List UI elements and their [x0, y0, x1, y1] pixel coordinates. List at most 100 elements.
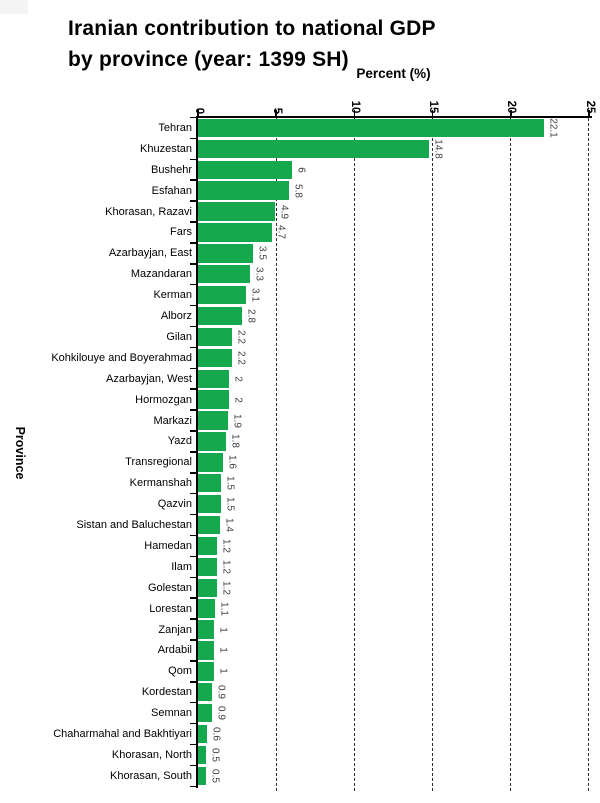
y-axis-tick — [190, 534, 196, 537]
bar-value-label: 2.2 — [235, 329, 247, 344]
y-axis-tick — [190, 701, 196, 704]
category-label: Khorasan, Razavi — [105, 205, 192, 218]
bar-value-label: 1.9 — [231, 413, 243, 428]
y-axis-tick — [190, 221, 196, 223]
bar-value-label: 1.5 — [224, 497, 236, 512]
category-label: Semnan — [151, 707, 192, 720]
gridline-20 — [510, 118, 512, 791]
gridline-10 — [353, 118, 355, 791]
bar-value-label: 5.8 — [292, 183, 304, 198]
category-label: Azarbayjan, West — [105, 372, 192, 385]
category-label: Qazvin — [157, 498, 192, 511]
gridline-25 — [588, 118, 590, 791]
y-axis-tick — [190, 555, 196, 558]
bar-value-label: 0.6 — [210, 727, 222, 741]
bar-value-label: 6 — [295, 166, 307, 173]
y-axis-tick — [190, 743, 196, 746]
bar-value-label: 0.9 — [215, 706, 227, 721]
x-axis-line — [197, 115, 592, 118]
bar — [198, 494, 222, 514]
category-label: Markazi — [153, 414, 192, 427]
x-axis-tick-0 — [197, 109, 199, 116]
category-label: Gilan — [166, 330, 192, 343]
bar — [198, 432, 227, 451]
bar-value-label: 1.8 — [229, 434, 241, 449]
bar — [198, 703, 213, 723]
y-axis-tick — [190, 492, 196, 495]
x-axis-tick-label-15: 15 — [427, 100, 440, 114]
y-axis-tick — [190, 325, 196, 328]
x-axis-tick-10 — [353, 109, 356, 116]
y-axis-tick — [190, 472, 196, 474]
bar — [198, 327, 233, 347]
bar — [198, 474, 222, 493]
category-label: Khuzestan — [140, 142, 192, 155]
y-axis-tick — [190, 137, 196, 140]
bar — [198, 766, 206, 786]
y-axis-tick — [190, 179, 196, 181]
bar-value-label: 2.2 — [235, 350, 247, 365]
bar-value-label: 1.5 — [224, 476, 236, 491]
category-label: Azarbayjan, East — [108, 247, 192, 260]
bar-value-label: 3.1 — [249, 288, 261, 303]
x-axis-title: Percent (%) — [356, 66, 431, 81]
bar — [198, 348, 233, 368]
chart-title-line1: Iranian contribution to national GDP — [68, 17, 436, 40]
bar-value-label: 4.9 — [278, 204, 290, 219]
category-label: Kordestan — [141, 686, 192, 699]
bar — [198, 683, 213, 702]
category-label: Hormozgan — [135, 393, 192, 406]
category-label: Ardabil — [157, 644, 192, 657]
bar — [198, 244, 253, 263]
y-axis-tick — [190, 513, 196, 516]
bar-value-label: 3.5 — [256, 246, 268, 261]
x-axis-tick-label-10: 10 — [348, 100, 361, 114]
y-axis-tick — [190, 785, 196, 788]
bar-value-label: 2.8 — [245, 309, 257, 323]
y-axis-tick — [190, 576, 196, 579]
y-axis-tick — [190, 451, 196, 453]
y-axis-tick — [190, 283, 196, 286]
bar-value-label: 14.8 — [432, 139, 444, 159]
category-label: Ilam — [171, 560, 192, 573]
bar — [198, 160, 292, 179]
bar — [198, 599, 216, 618]
bar — [198, 265, 250, 284]
category-label: Tehran — [158, 121, 192, 134]
bar-value-label: 2 — [232, 375, 244, 382]
category-label: Alborz — [160, 310, 192, 323]
y-axis-tick — [190, 597, 196, 599]
category-label: Khorasan, South — [110, 769, 192, 782]
bar — [198, 641, 214, 660]
bar — [198, 202, 275, 221]
bar-value-label: 0.5 — [209, 768, 221, 783]
bar — [198, 223, 272, 242]
bar-value-label: 1.4 — [223, 518, 235, 532]
category-label: Kerman — [153, 289, 192, 302]
category-label: Esfahan — [151, 184, 192, 197]
bar-value-label: 0.5 — [209, 747, 221, 762]
y-axis-tick — [190, 200, 196, 202]
category-label: Golestan — [147, 581, 192, 594]
category-label: Mazandaran — [130, 268, 192, 281]
bar — [198, 390, 230, 409]
bar — [198, 536, 217, 556]
bar-value-label: 1.2 — [220, 538, 232, 553]
gridline-5 — [275, 118, 277, 791]
y-axis-tick — [190, 346, 196, 349]
category-label: Khorasan, North — [111, 748, 192, 761]
bar-value-label: 1 — [217, 668, 229, 675]
bar — [198, 118, 544, 138]
y-axis-tick — [190, 263, 196, 265]
bar-value-label: 1.2 — [220, 580, 232, 595]
bar — [198, 369, 230, 388]
y-axis-tick — [190, 764, 196, 767]
chart-title: Iranian contribution to national GDP by … — [68, 13, 436, 75]
bar-value-label: 0.9 — [215, 685, 227, 700]
x-axis-tick-label-20: 20 — [505, 100, 518, 114]
bar-value-label: 1 — [217, 626, 229, 633]
category-label: Chaharmahal and Bakhtiyari — [53, 728, 192, 741]
y-axis-tick — [190, 639, 196, 641]
bar-value-label: 1.6 — [226, 455, 238, 470]
